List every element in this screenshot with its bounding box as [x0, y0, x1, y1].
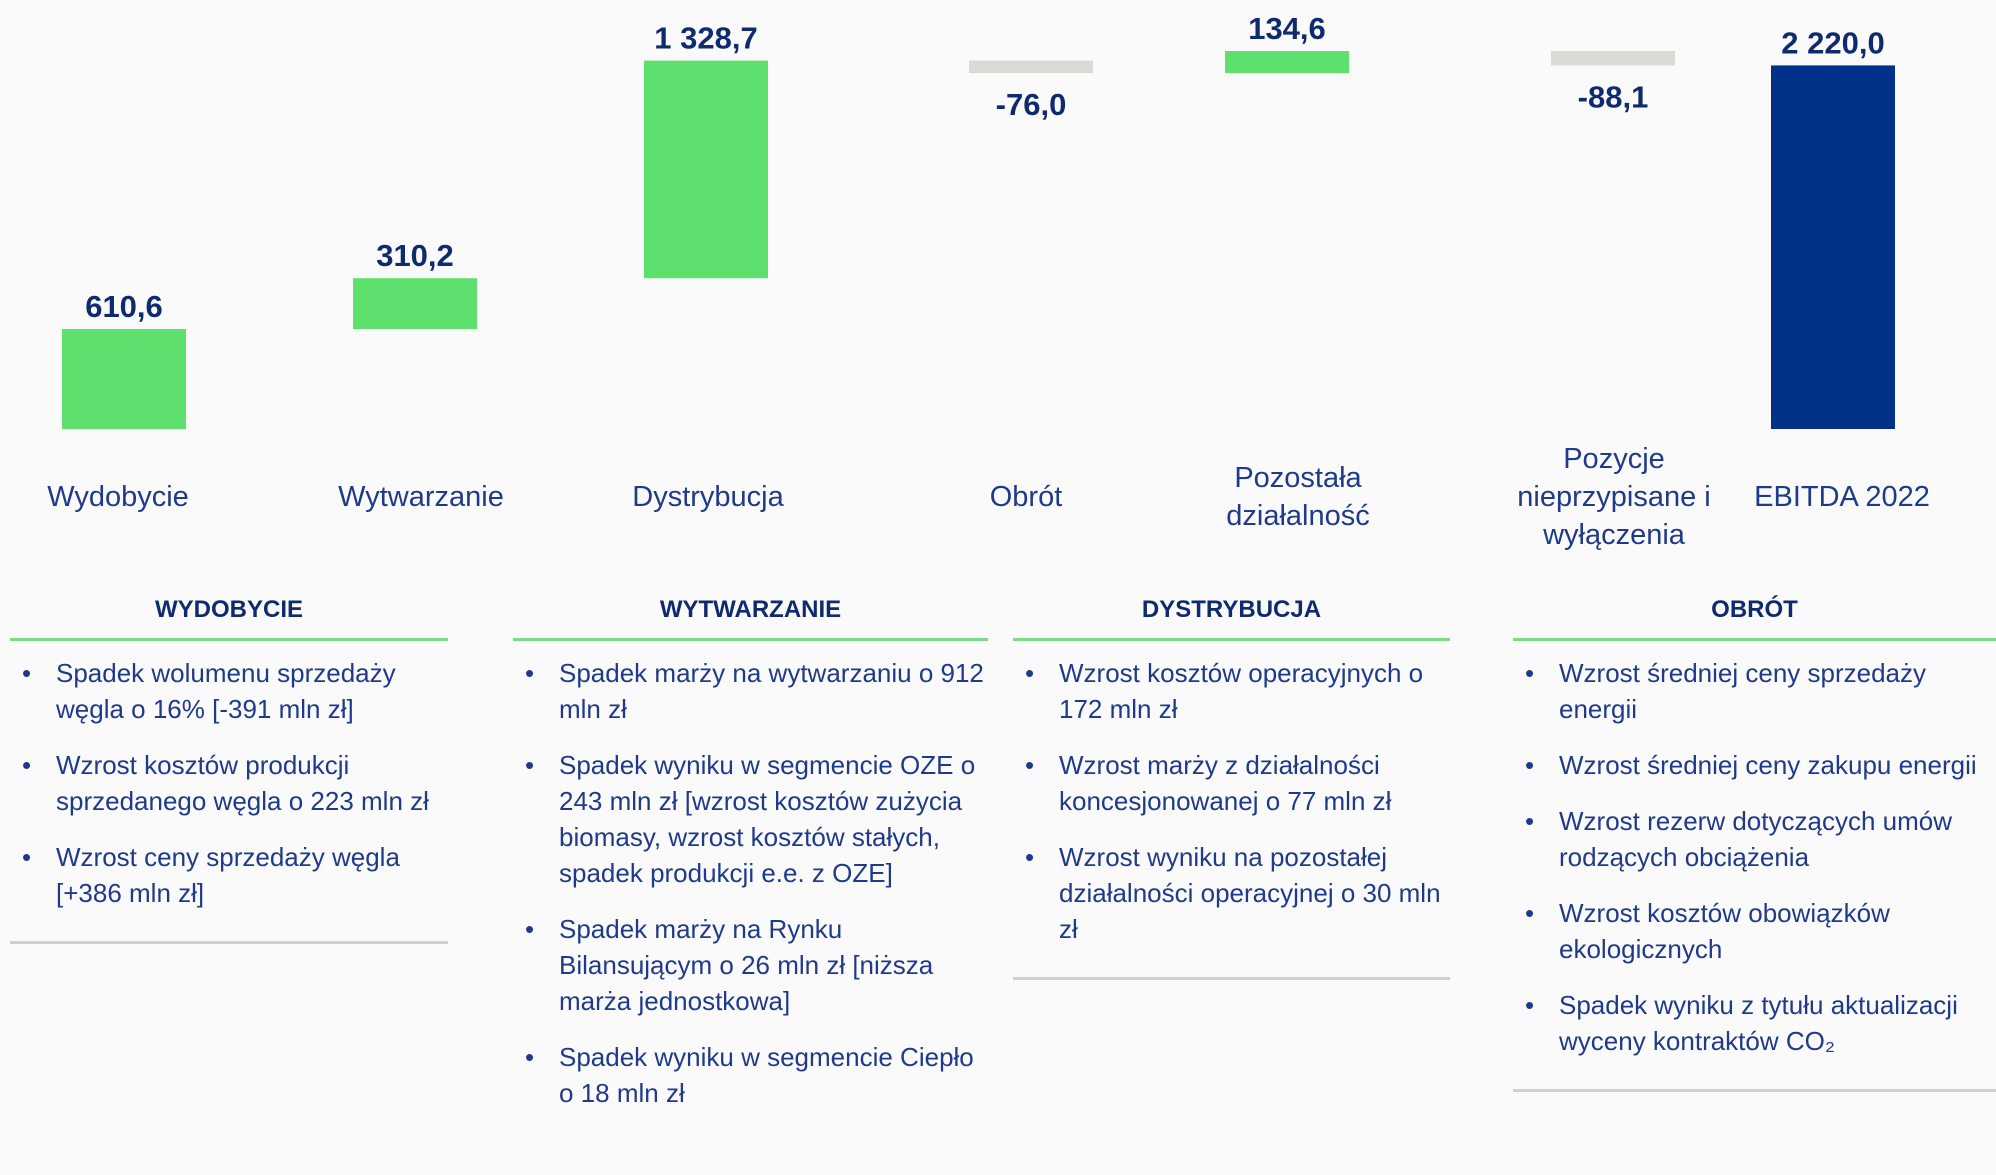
note-item: Wzrost wyniku na pozostałej działalności…: [1013, 839, 1450, 947]
note-item: Wzrost marży z działalności koncesjonowa…: [1013, 747, 1450, 819]
note-item: Wzrost ceny sprzedaży węgla [+386 mln zł…: [10, 839, 448, 911]
value-label: 1 328,7: [654, 21, 757, 56]
note-item: Wzrost kosztów obowiązków ekologicznych: [1513, 895, 1996, 967]
note-title: WYDOBYCIE: [10, 596, 448, 641]
bar: [1225, 51, 1349, 74]
note-item: Spadek marży na Rynku Bilansującym o 26 …: [513, 911, 988, 1019]
note-item: Wzrost kosztów produkcji sprzedanego węg…: [10, 747, 448, 819]
value-label: 310,2: [376, 238, 454, 273]
value-label: -76,0: [996, 87, 1067, 122]
note-title: OBRÓT: [1513, 596, 1996, 641]
note-item: Spadek wyniku w segmencie Ciepło o 18 ml…: [513, 1039, 988, 1111]
bar: [969, 60, 1093, 74]
value-label: 610,6: [85, 289, 163, 324]
bar: [644, 60, 768, 279]
note-list: Wzrost kosztów operacyjnych o 172 mln zł…: [1013, 641, 1450, 980]
note-list: Spadek marży na wytwarzaniu o 912 mln zł…: [513, 641, 988, 1141]
note-column: DYSTRYBUCJAWzrost kosztów operacyjnych o…: [1013, 596, 1450, 980]
category-label: Pozycje nieprzypisane i wyłączenia: [1517, 443, 1711, 551]
bar: [1771, 65, 1895, 430]
category-label: Obrót: [989, 481, 1063, 513]
bar: [353, 278, 477, 330]
bar: [62, 329, 186, 429]
category-label: Dystrybucja: [632, 481, 784, 513]
note-list: Wzrost średniej ceny sprzedaży energii Wz…: [1513, 641, 1996, 1092]
category-label: Wydobycie: [47, 481, 189, 513]
value-label: 134,6: [1248, 11, 1326, 46]
note-item: Spadek marży na wytwarzaniu o 912 mln zł: [513, 655, 988, 727]
note-item: Spadek wyniku w segmencie OZE o 243 mln …: [513, 747, 988, 891]
value-label: -88,1: [1578, 79, 1649, 114]
note-item: Wzrost kosztów operacyjnych o 172 mln zł: [1013, 655, 1450, 727]
note-item: Wzrost średniej ceny zakupu energii: [1513, 747, 1996, 783]
note-column: OBRÓTWzrost średniej ceny sprzedaży ener…: [1513, 596, 1996, 1092]
category-label: Pozostała działalność: [1226, 462, 1370, 532]
note-list: Spadek wolumenu sprzedaży węgla o 16% [-…: [10, 641, 448, 944]
bar: [1551, 51, 1675, 66]
note-item: Wzrost rezerw dotyczących umów rodzących…: [1513, 803, 1996, 875]
note-title: DYSTRYBUCJA: [1013, 596, 1450, 641]
note-item: Wzrost średniej ceny sprzedaży energii: [1513, 655, 1996, 727]
category-label: Wytwarzanie: [338, 481, 504, 513]
note-title: WYTWARZANIE: [513, 596, 988, 641]
category-label: EBITDA 2022: [1754, 481, 1930, 513]
note-column: WYDOBYCIE Spadek wolumenu sprzedaży węgla…: [10, 596, 448, 944]
value-label: 2 220,0: [1781, 25, 1884, 60]
note-item: Spadek wolumenu sprzedaży węgla o 16% [-…: [10, 655, 448, 727]
note-item: Spadek wyniku z tytułu aktualizacji wyce…: [1513, 987, 1996, 1059]
note-column: WYTWARZANIESpadek marży na wytwarzaniu o…: [513, 596, 988, 1141]
chart: 610,6 310,2 1 328,7 -76,0 134,6 -88,1 2 220,0: [62, 11, 1895, 430]
